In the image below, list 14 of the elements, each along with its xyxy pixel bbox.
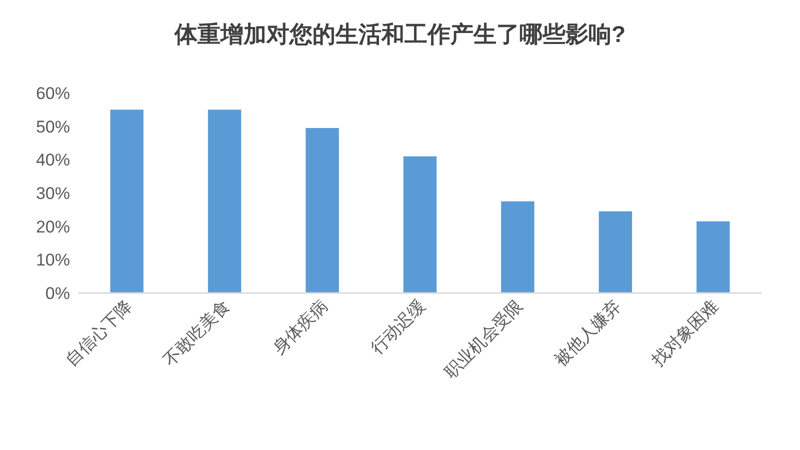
x-tick-label: 不敢吃美食: [160, 296, 234, 370]
y-tick-label: 30%: [36, 184, 70, 203]
y-tick-label: 40%: [36, 150, 70, 170]
x-tick-label: 行动迟缓: [367, 296, 429, 358]
x-tick-label: 职业机会受限: [440, 296, 527, 382]
y-tick-label: 10%: [36, 250, 70, 270]
x-tick-label: 身体疾病: [270, 296, 332, 358]
title: 体重增加对您的生活和工作产生了哪些影响?: [174, 21, 626, 47]
y-tick-label: 0%: [45, 284, 70, 303]
x-tick-label: 找对象困难: [648, 296, 722, 371]
y-tick-label: 60%: [36, 84, 70, 103]
x-tick-label: 被他人嫌弃: [550, 296, 624, 370]
y-tick-label: 20%: [36, 217, 70, 236]
y-tick-label: 50%: [36, 117, 70, 136]
